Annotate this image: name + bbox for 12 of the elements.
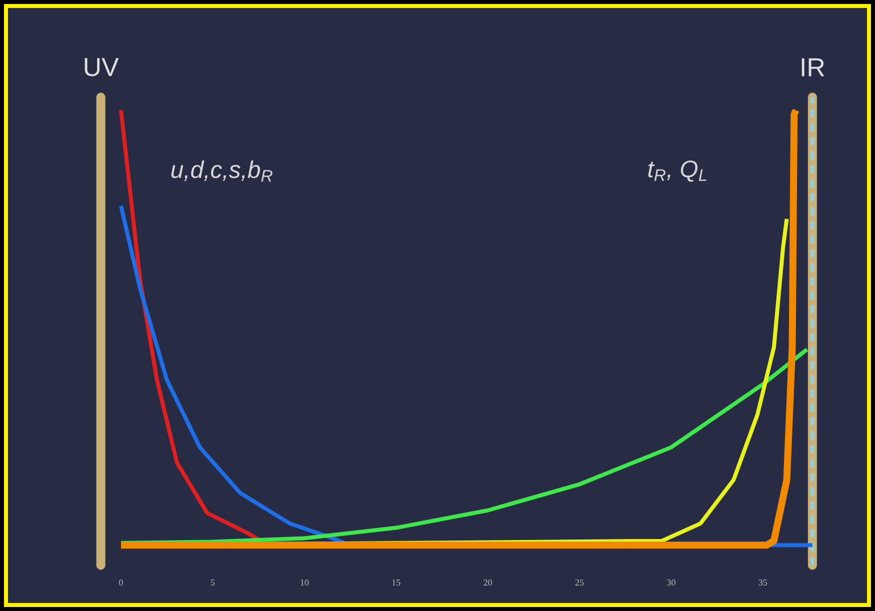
x-tick-label: 35	[758, 580, 768, 586]
x-tick-label: 25	[575, 580, 584, 586]
annotation: t$_{R}$, Q$_{L}$	[648, 160, 706, 182]
ref-line-label: UV	[84, 58, 119, 76]
x-tick-label: 15	[392, 580, 400, 586]
ref-line-label: IR	[802, 58, 824, 76]
x-tick-label: 5	[210, 580, 215, 586]
annotation: u,d,c,s,b$_{R}$	[171, 160, 272, 182]
x-tick-label: 20	[484, 580, 492, 586]
x-tick-label: 0	[119, 580, 123, 586]
x-tick-label: 10	[300, 580, 309, 586]
x-tick-label: 30	[667, 580, 676, 586]
